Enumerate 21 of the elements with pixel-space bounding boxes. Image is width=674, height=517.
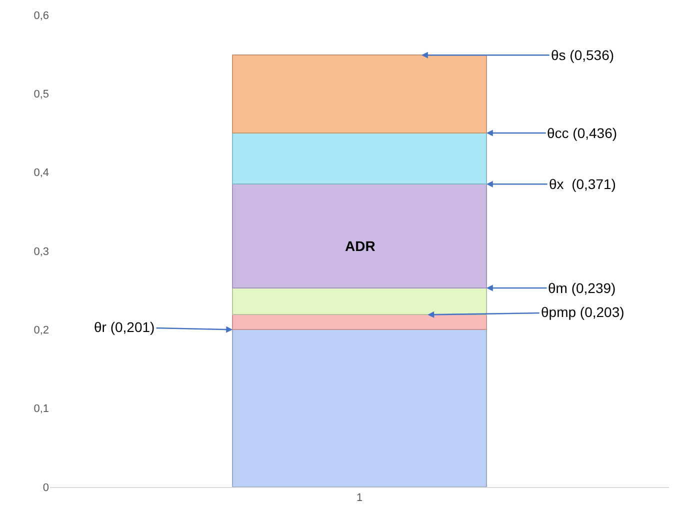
bar <box>232 54 487 134</box>
annotation: θs (0,536) <box>551 47 614 63</box>
y-tick-label: 0,4 <box>34 167 49 180</box>
y-tick-label: 0,3 <box>34 246 49 258</box>
annotation: θx (0,371) <box>549 176 616 192</box>
bar <box>232 287 487 316</box>
x-tick-label: 1 <box>356 492 363 504</box>
y-tick-label: 0,6 <box>34 10 49 22</box>
bar <box>232 132 487 185</box>
y-tick-label: 0,5 <box>34 88 49 101</box>
y-tick-label: 0,1 <box>34 403 49 416</box>
annotation: θpmp (0,203) <box>541 304 624 320</box>
annotation: θr (0,201) <box>94 319 155 335</box>
y-tick-label: 0,2 <box>34 324 49 337</box>
bar <box>232 329 487 487</box>
bar <box>232 314 487 330</box>
annotation: ADR <box>345 238 376 254</box>
bar <box>232 184 487 288</box>
annotation: θcc (0,436) <box>547 125 618 141</box>
y-tick-label: 0 <box>42 482 49 494</box>
annotation: θm (0,239) <box>548 280 616 296</box>
